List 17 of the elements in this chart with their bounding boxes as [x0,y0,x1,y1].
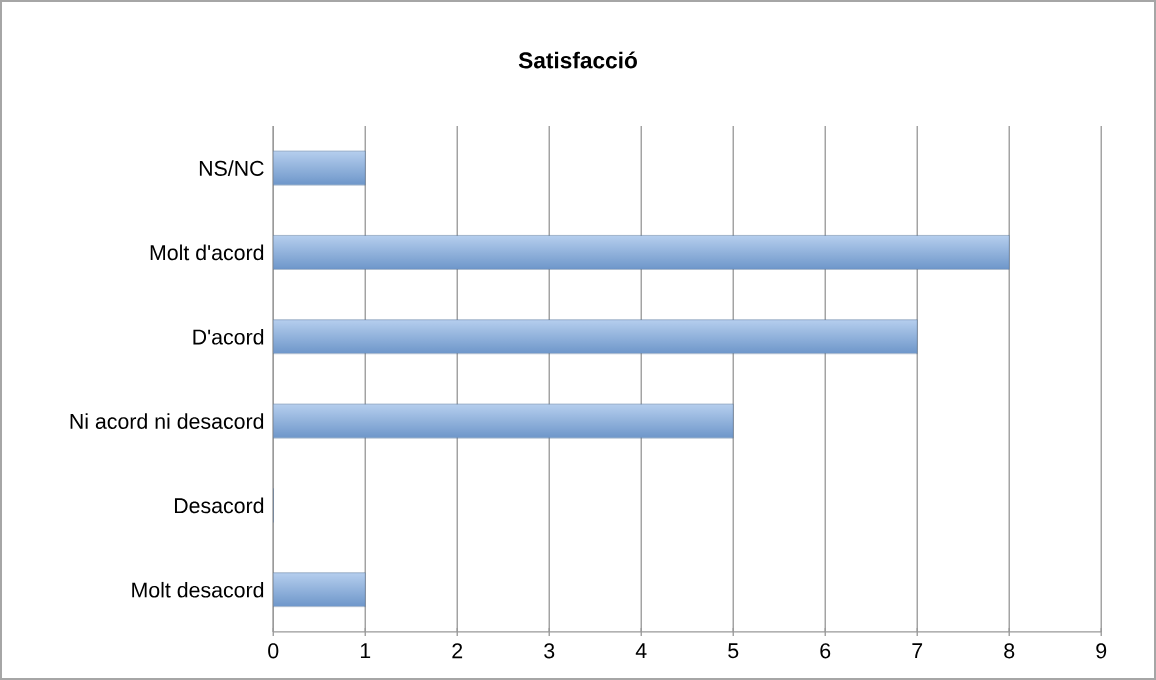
x-tick-label: 3 [544,643,555,659]
chart-title: Satisfacció [518,51,637,69]
y-tick-label: NS/NC [199,160,264,176]
x-tick-label: 7 [912,643,923,658]
x-tick-label: 9 [1096,643,1107,659]
y-tick-label: Molt desacord [132,581,264,598]
y-tick-label: Molt d'acord [150,244,264,261]
x-tick-label: 5 [728,643,739,659]
x-tick-label: 0 [268,643,279,659]
x-tick-label: 4 [635,643,647,658]
y-tick-label: D'acord [193,328,264,345]
x-tick-label: 8 [1004,643,1015,659]
y-tick-label: Desacord [174,497,264,514]
x-tick-label: 6 [820,643,831,659]
y-tick-label: Ni acord ni desacord [70,413,264,429]
x-tick-label: 1 [360,643,371,658]
x-tick-label: 2 [452,643,463,659]
